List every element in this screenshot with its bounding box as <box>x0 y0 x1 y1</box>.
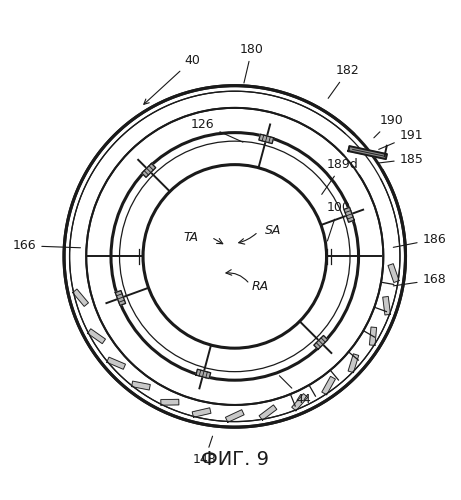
Polygon shape <box>322 376 335 394</box>
Polygon shape <box>348 354 359 372</box>
Text: 44: 44 <box>279 376 311 406</box>
Polygon shape <box>259 134 274 143</box>
Polygon shape <box>383 296 390 315</box>
Polygon shape <box>388 264 399 282</box>
Text: 191: 191 <box>379 129 423 150</box>
Polygon shape <box>192 408 211 418</box>
Text: 126: 126 <box>191 118 243 142</box>
Text: 180: 180 <box>240 43 264 83</box>
Text: TA: TA <box>183 230 199 243</box>
Polygon shape <box>292 394 307 411</box>
Text: 148: 148 <box>193 436 217 466</box>
Polygon shape <box>131 381 150 390</box>
Text: 100: 100 <box>326 201 350 241</box>
Polygon shape <box>225 410 244 422</box>
Polygon shape <box>115 290 125 306</box>
Polygon shape <box>107 357 125 370</box>
Text: 182: 182 <box>328 64 360 98</box>
Text: 190: 190 <box>374 114 403 138</box>
Polygon shape <box>259 405 277 420</box>
Text: SA: SA <box>265 224 281 237</box>
Text: ФИГ. 9: ФИГ. 9 <box>201 450 269 468</box>
Polygon shape <box>161 400 179 405</box>
Text: 185: 185 <box>379 152 424 166</box>
Polygon shape <box>73 289 89 306</box>
Polygon shape <box>314 336 328 349</box>
Text: 168: 168 <box>393 274 446 286</box>
Polygon shape <box>369 327 377 345</box>
Text: RA: RA <box>252 280 269 293</box>
Text: 186: 186 <box>393 233 446 248</box>
Text: 189d: 189d <box>322 158 358 194</box>
Polygon shape <box>196 370 211 378</box>
Polygon shape <box>88 329 106 344</box>
Text: 40: 40 <box>144 54 200 104</box>
Text: 166: 166 <box>12 239 81 252</box>
Polygon shape <box>349 146 387 159</box>
Polygon shape <box>142 164 156 177</box>
Polygon shape <box>344 208 354 222</box>
